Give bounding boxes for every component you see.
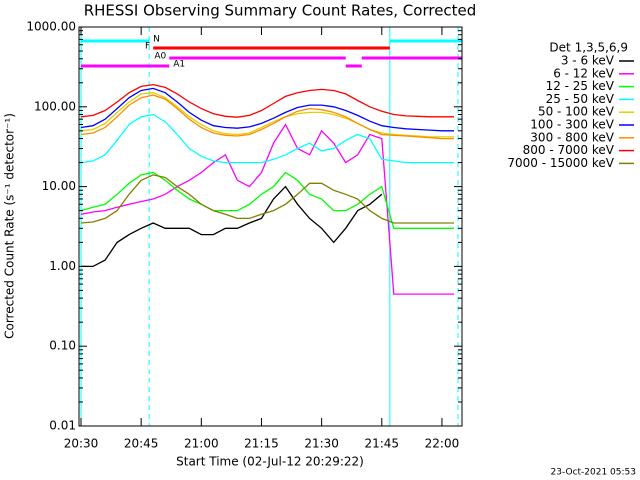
x-tick-label: 20:45	[124, 437, 159, 451]
flag-label: A1	[173, 60, 185, 70]
legend-label: 800 - 7000 keV	[523, 143, 615, 157]
flag-label: N	[153, 35, 160, 45]
y-tick-label: 1000.00	[26, 20, 76, 34]
series-line	[80, 174, 454, 224]
series-line	[80, 123, 454, 295]
legend-label: 100 - 300 keV	[530, 118, 614, 132]
series-line	[80, 92, 454, 138]
x-tick-label: 20:30	[64, 437, 99, 451]
x-tick-label: 21:15	[244, 437, 279, 451]
legend-label: 300 - 800 keV	[530, 130, 614, 144]
x-axis-label: Start Time (02-Jul-12 20:29:22)	[176, 455, 364, 469]
legend-label: 12 - 25 keV	[546, 79, 615, 93]
x-tick-label: 21:45	[364, 437, 399, 451]
y-tick-label: 10.00	[42, 179, 76, 193]
flag-label: F	[145, 42, 150, 52]
legend-label: 25 - 50 keV	[546, 92, 615, 106]
legend-title: Det 1,3,5,6,9	[549, 41, 628, 55]
legend-label: 7000 - 15000 keV	[507, 156, 614, 170]
footer: 23-Oct-2021 05:53	[551, 468, 636, 478]
series-line	[81, 185, 383, 268]
x-tick-label: 22:00	[425, 437, 460, 451]
series-line	[80, 171, 454, 229]
series-line	[80, 83, 454, 118]
y-tick-label: 0.10	[49, 339, 76, 353]
series-line	[80, 113, 454, 164]
y-axis-label: Corrected Count Rate (s⁻¹ detector⁻¹)	[3, 113, 17, 339]
series-line	[80, 87, 454, 132]
y-tick-label: 1.00	[49, 259, 76, 273]
plot-frame	[78, 26, 463, 427]
legend-label: 3 - 6 keV	[561, 54, 615, 68]
x-tick-label: 21:00	[184, 437, 219, 451]
y-tick-label: 0.01	[49, 419, 76, 433]
x-tick-label: 21:30	[304, 437, 339, 451]
y-tick-label: 100.00	[34, 99, 76, 113]
series-line	[80, 94, 454, 140]
legend-label: 6 - 12 keV	[553, 66, 615, 80]
legend-label: 50 - 100 keV	[538, 105, 615, 119]
flag-label: A0	[154, 52, 166, 62]
chart-title: RHESSI Observing Summary Count Rates, Co…	[84, 2, 477, 20]
